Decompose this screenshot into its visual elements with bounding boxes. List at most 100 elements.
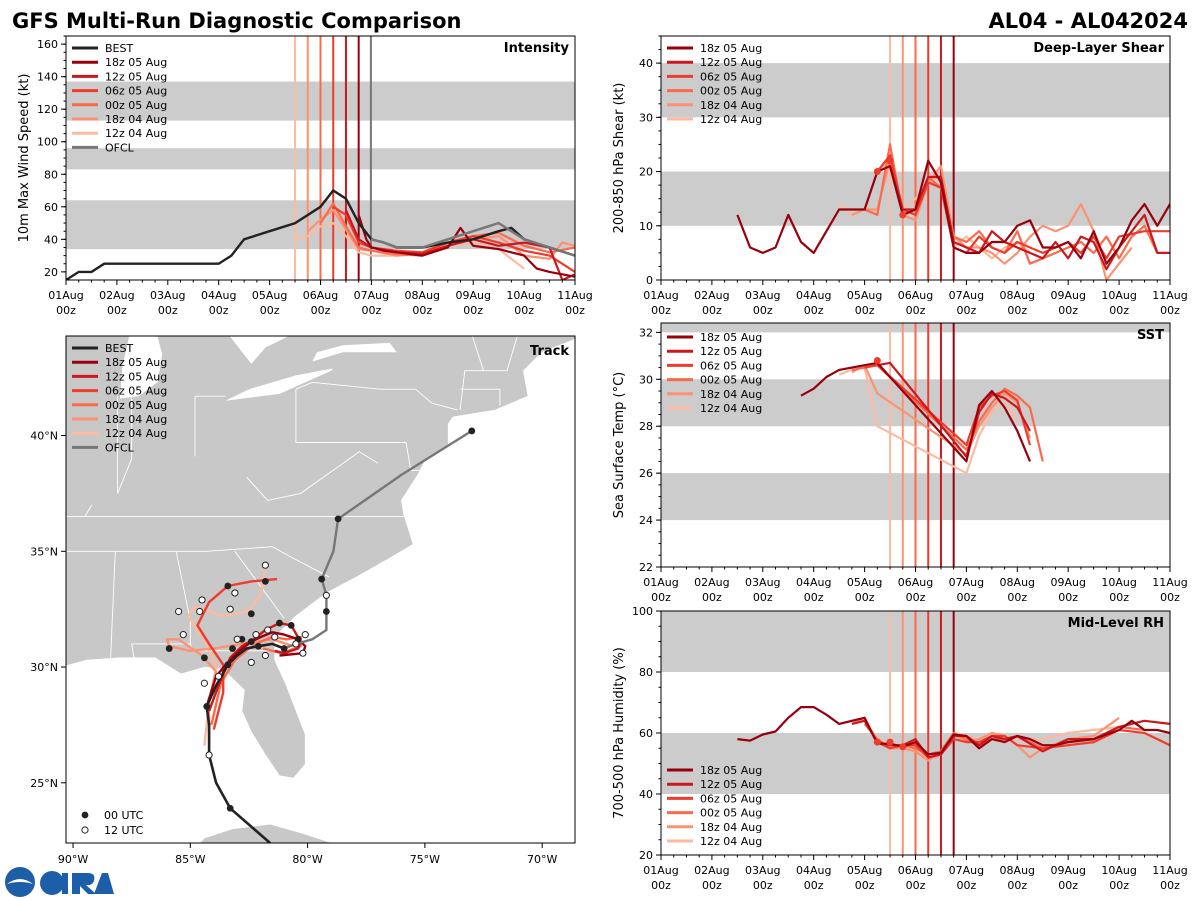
- legend-label: 00z 05 Aug: [700, 807, 762, 820]
- y-tick-label: 60: [639, 727, 653, 740]
- track-point-00utc: [280, 645, 288, 652]
- legend-label: 18z 05 Aug: [700, 331, 762, 344]
- y-tick-label: 40: [44, 233, 58, 246]
- x-tick-label: 09Aug: [1050, 864, 1085, 877]
- state-border: [110, 551, 116, 658]
- x-tick-label: 01Aug: [48, 289, 83, 302]
- x-tick-label: 11Aug: [557, 289, 592, 302]
- track-point-12utc: [233, 635, 241, 643]
- great-lake: [225, 368, 334, 401]
- data-point-marker: [886, 157, 894, 165]
- track-point-12utc: [200, 679, 208, 687]
- x-tick-sublabel: 00z: [56, 304, 76, 317]
- x-tick-sublabel: 00z: [107, 304, 127, 317]
- track-point-00utc: [318, 575, 326, 583]
- legend-label: 06z 05 Aug: [105, 385, 167, 398]
- run-track-line: [196, 577, 278, 730]
- legend-label: 18z 04 Aug: [700, 388, 762, 401]
- legend-label: 06z 05 Aug: [700, 359, 762, 372]
- legend-label: 12z 04 Aug: [700, 402, 762, 415]
- x-tick-label: 08Aug: [1000, 576, 1035, 589]
- legend-label: 18z 04 Aug: [700, 99, 762, 112]
- x-tick-label: 06Aug: [898, 289, 933, 302]
- x-tick-label: 09Aug: [1050, 289, 1085, 302]
- panel-title: Track: [530, 344, 569, 359]
- x-tick-sublabel: 00z: [855, 304, 875, 317]
- great-lake: [204, 336, 289, 364]
- x-tick-label: 03Aug: [745, 289, 780, 302]
- figure-title: GFS Multi-Run Diagnostic Comparison: [12, 9, 461, 33]
- great-lake: [312, 342, 397, 362]
- legend-label: 12z 05 Aug: [700, 56, 762, 69]
- x-tick-label: 04Aug: [796, 576, 831, 589]
- legend-label: 12z 05 Aug: [700, 778, 762, 791]
- legend-00utc-label: 00 UTC: [104, 809, 144, 822]
- best-track-line: [66, 188, 575, 280]
- x-tick-label: 01Aug: [643, 864, 678, 877]
- y-tick-label: 10: [639, 220, 653, 233]
- x-tick-label: 01Aug: [643, 289, 678, 302]
- plot-area: [661, 36, 1170, 280]
- x-tick-label: 07Aug: [354, 289, 389, 302]
- track-point-00utc: [468, 427, 476, 435]
- noaa-bird-icon: [7, 879, 33, 884]
- x-tick-label: 05Aug: [252, 289, 287, 302]
- x-tick-sublabel: 00z: [311, 304, 331, 317]
- x-tick-sublabel: 00z: [855, 591, 875, 604]
- x-tick-sublabel: 00z: [1109, 591, 1129, 604]
- x-tick-label: 10Aug: [506, 289, 541, 302]
- y-axis-label: 700-500 hPa Humidity (%): [612, 647, 627, 819]
- x-tick-sublabel: 00z: [1160, 879, 1180, 892]
- x-tick-sublabel: 00z: [1109, 879, 1129, 892]
- cira-logo: [5, 867, 114, 897]
- legend-label: 12z 04 Aug: [105, 127, 167, 140]
- x-tick-sublabel: 00z: [1058, 591, 1078, 604]
- run-series-line: [737, 705, 1170, 756]
- legend-label: 18z 05 Aug: [105, 56, 167, 69]
- state-border: [246, 451, 379, 501]
- x-tick-sublabel: 00z: [702, 591, 722, 604]
- legend-label: 00z 05 Aug: [700, 374, 762, 387]
- legend-label: 12z 04 Aug: [700, 113, 762, 126]
- run-series-line: [357, 214, 575, 278]
- x-tick-sublabel: 00z: [651, 304, 671, 317]
- track-point-12utc: [271, 633, 279, 641]
- legend-label: 12z 04 Aug: [105, 427, 167, 440]
- x-tick-label: 03Aug: [745, 864, 780, 877]
- x-tick-sublabel: 00z: [1109, 304, 1129, 317]
- x-tick-sublabel: 00z: [1007, 591, 1027, 604]
- plot-area: [661, 611, 1170, 855]
- track-point-00utc: [334, 515, 342, 523]
- axes-frame: [65, 335, 576, 844]
- legend-label: 12z 05 Aug: [105, 70, 167, 83]
- legend-00utc-marker: [81, 811, 89, 819]
- plot-area: [661, 323, 1170, 567]
- state-border: [234, 551, 285, 619]
- legend-label: 18z 04 Aug: [700, 821, 762, 834]
- legend-label: OFCL: [105, 141, 135, 154]
- track-point-12utc: [252, 631, 260, 639]
- y-tick-label: 24: [639, 514, 653, 527]
- legend-12utc-marker: [81, 826, 89, 834]
- sst-panel: 01Aug 00z 02Aug 00z 03Aug 00z 04Aug 00z 05Aug 00z…: [612, 322, 1188, 604]
- x-tick-label: 85°W: [175, 853, 205, 866]
- intensity-panel: 01Aug 00z 02Aug 00z 03Aug 00z 04Aug 00z 05Aug 00z…: [17, 35, 593, 317]
- x-tick-sublabel: 00z: [1058, 304, 1078, 317]
- y-axis-label: 200-850 hPa Shear (kt): [612, 83, 627, 234]
- x-tick-label: 11Aug: [1152, 576, 1187, 589]
- y-tick-label: 80: [639, 666, 653, 679]
- track-point-12utc: [214, 672, 223, 680]
- data-point-marker: [873, 168, 881, 176]
- legend-12utc-label: 12 UTC: [104, 824, 144, 837]
- state-border: [117, 396, 133, 494]
- track-point-12utc: [226, 605, 234, 613]
- track-point-00utc: [322, 608, 330, 615]
- run-series-line: [294, 222, 525, 270]
- x-tick-sublabel: 00z: [651, 591, 671, 604]
- x-tick-sublabel: 00z: [651, 879, 671, 892]
- y-tick-label: 25°N: [30, 777, 58, 790]
- x-tick-label: 75°W: [410, 853, 440, 866]
- track-point-12utc: [292, 640, 300, 648]
- x-tick-label: 09Aug: [455, 289, 490, 302]
- track-point-12utc: [247, 658, 255, 667]
